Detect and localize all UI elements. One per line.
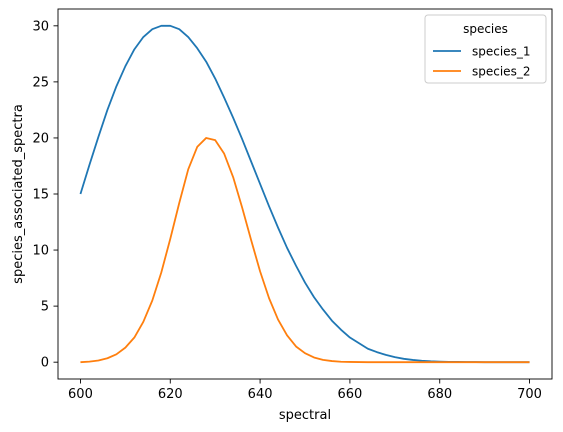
x-tick-label: 620 xyxy=(158,387,183,402)
legend: species species_1 species_2 xyxy=(425,15,546,83)
y-tick-label: 25 xyxy=(32,75,49,90)
x-tick-label: 700 xyxy=(517,387,542,402)
y-tick-label: 10 xyxy=(32,244,49,259)
y-tick-label: 15 xyxy=(32,188,49,203)
y-tick-label: 20 xyxy=(32,131,49,146)
x-tick-label: 640 xyxy=(248,387,273,402)
legend-label-species-2: species_2 xyxy=(472,65,530,79)
x-tick-label: 680 xyxy=(427,387,452,402)
y-tick-label: 0 xyxy=(41,356,49,371)
legend-title: species xyxy=(463,22,508,36)
legend-label-species-1: species_1 xyxy=(472,45,530,59)
y-axis-title: species_associated_spectra xyxy=(11,104,26,284)
x-tick-label: 600 xyxy=(68,387,93,402)
x-axis-title: spectral xyxy=(279,408,331,423)
x-tick-label: 660 xyxy=(337,387,362,402)
y-tick-label: 30 xyxy=(32,19,49,34)
y-tick-label: 5 xyxy=(41,300,49,315)
